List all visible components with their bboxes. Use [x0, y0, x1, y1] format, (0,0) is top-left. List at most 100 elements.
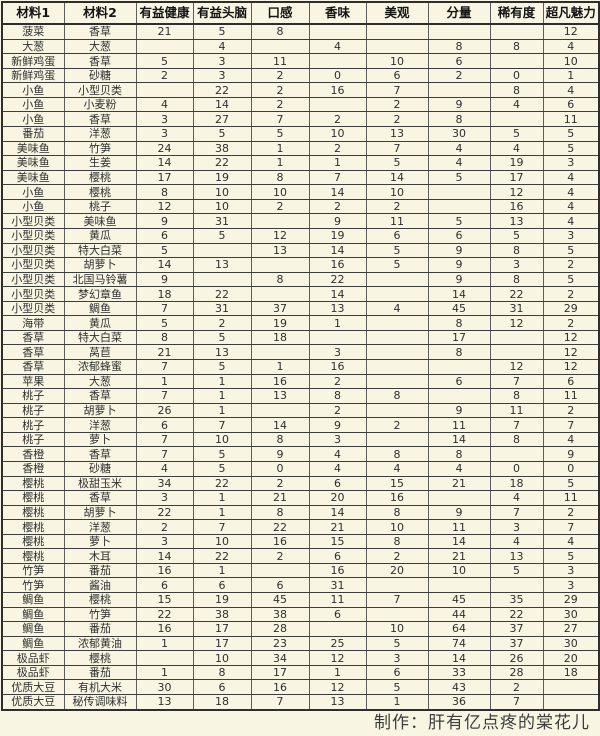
stat-cell: [489, 577, 544, 594]
material-cell: 小型贝类: [1, 257, 65, 273]
stat-cell: 8: [365, 388, 429, 404]
stat-cell: [250, 38, 310, 55]
stat-cell: 36: [427, 693, 491, 711]
stat-cell: 3: [192, 53, 252, 69]
stat-cell: 19: [192, 169, 252, 186]
stat-cell: 7: [135, 446, 194, 462]
stat-cell: 15: [308, 533, 367, 550]
stat-cell: 8: [250, 169, 310, 186]
stat-cell: 9: [427, 257, 491, 273]
material-cell: 有机大米: [63, 679, 137, 695]
stat-cell: 21: [135, 344, 194, 361]
stat-cell: 31: [192, 300, 252, 317]
stat-cell: 5: [135, 315, 194, 331]
material-cell: 小型贝类: [1, 271, 65, 288]
stat-cell: 1: [308, 315, 367, 331]
stat-cell: 2: [135, 519, 194, 535]
stat-cell: 3: [542, 577, 600, 594]
stat-cell: 6: [308, 606, 367, 623]
stat-cell: 4: [542, 184, 600, 200]
stat-cell: [427, 359, 491, 375]
stat-cell: 12: [542, 23, 600, 40]
stat-cell: 5: [135, 242, 194, 259]
stat-cell: 5: [542, 140, 600, 157]
stat-cell: 8: [427, 344, 491, 361]
material-cell: 木耳: [63, 548, 137, 564]
stat-cell: 1: [192, 402, 252, 419]
material-cell: 鲷鱼: [63, 300, 137, 317]
material-cell: 砂糖: [63, 67, 137, 84]
material-cell: 番茄: [63, 664, 137, 681]
ingredient-stats-table: 材料1 材料2 有益健康 有益头脑 口感 香味 美观 分量 稀有度 超凡魅力 菠菜 香草 21 5 8 12…: [1, 1, 600, 711]
material-cell: 小型贝类: [1, 213, 65, 229]
stat-cell: 5: [427, 169, 491, 186]
stat-cell: 10: [192, 431, 252, 448]
stat-cell: 22: [250, 519, 310, 535]
stat-cell: 45: [250, 592, 310, 608]
stat-cell: 3: [135, 533, 194, 550]
stat-cell: [250, 286, 310, 302]
table-row: 极品虾 番茄 1 8 17 1 6 33 28 18: [1, 664, 600, 681]
stat-cell: [135, 38, 194, 55]
stat-cell: 2: [542, 257, 600, 273]
material-cell: 香橙: [1, 460, 65, 477]
stat-cell: 6: [192, 679, 252, 695]
creator-credit: 制作：肝有亿点疼的棠花儿: [374, 713, 590, 733]
material-cell: 樱桃: [1, 475, 65, 492]
material-cell: 胡萝卜: [63, 504, 137, 521]
stat-cell: [365, 271, 429, 288]
stat-cell: [308, 23, 367, 40]
stat-cell: 3: [135, 111, 194, 128]
stat-cell: 4: [365, 460, 429, 477]
stat-cell: 8: [192, 664, 252, 681]
stat-cell: 9: [542, 446, 600, 462]
stat-cell: 7: [489, 417, 544, 433]
stat-cell: 34: [135, 475, 194, 492]
material-cell: 樱桃: [1, 533, 65, 550]
table-row: 竹笋 番茄 16 1 16 20 10 5 3: [1, 562, 600, 579]
table-row: 小鱼 桃子 12 10 2 2 2 16 4: [1, 198, 600, 215]
stat-cell: 0: [489, 67, 544, 84]
material-cell: 小型贝类: [1, 227, 65, 244]
stat-cell: 18: [135, 286, 194, 302]
stat-cell: 1: [135, 373, 194, 390]
material-cell: 黄瓜: [63, 227, 137, 244]
stat-cell: 5: [192, 460, 252, 477]
stat-cell: 12: [250, 227, 310, 244]
table-row: 新鲜鸡蛋 砂糖 2 3 2 0 6 2 0 1: [1, 67, 600, 84]
stat-cell: 7: [489, 373, 544, 390]
stat-cell: 5: [365, 679, 429, 695]
table-row: 樱桃 极甜玉米 34 22 2 6 15 21 18 5: [1, 475, 600, 492]
stat-cell: 5: [192, 126, 252, 142]
material-cell: 新鲜鸡蛋: [1, 67, 65, 84]
stat-cell: 64: [427, 621, 491, 637]
stat-cell: [427, 577, 491, 594]
material-cell: 洋葱: [63, 417, 137, 433]
stat-cell: 14: [365, 169, 429, 186]
stat-cell: 11: [308, 592, 367, 608]
stat-cell: [489, 23, 544, 40]
material-cell: 桃子: [1, 417, 65, 433]
stat-cell: 35: [489, 592, 544, 608]
column-header: 超凡魅力: [542, 1, 600, 25]
material-cell: 极品虾: [1, 664, 65, 681]
stat-cell: 5: [192, 359, 252, 375]
stat-cell: 6: [308, 475, 367, 492]
stat-cell: 4: [542, 533, 600, 550]
material-cell: 洋葱: [63, 126, 137, 142]
stat-cell: 14: [250, 417, 310, 433]
stat-cell: 16: [489, 198, 544, 215]
stat-cell: 7: [250, 111, 310, 128]
stat-cell: 8: [427, 446, 491, 462]
stat-cell: [427, 388, 491, 404]
stat-cell: 2: [365, 548, 429, 564]
stat-cell: 18: [250, 329, 310, 346]
stat-cell: 2: [489, 679, 544, 695]
stat-cell: 1: [192, 504, 252, 521]
stat-cell: 6: [365, 67, 429, 84]
stat-cell: 0: [489, 460, 544, 477]
stat-cell: 9: [250, 446, 310, 462]
table-row: 小型贝类 梦幻章鱼 18 22 14 14 22 2: [1, 286, 600, 302]
stat-cell: 4: [489, 533, 544, 550]
stat-cell: 10: [365, 519, 429, 535]
